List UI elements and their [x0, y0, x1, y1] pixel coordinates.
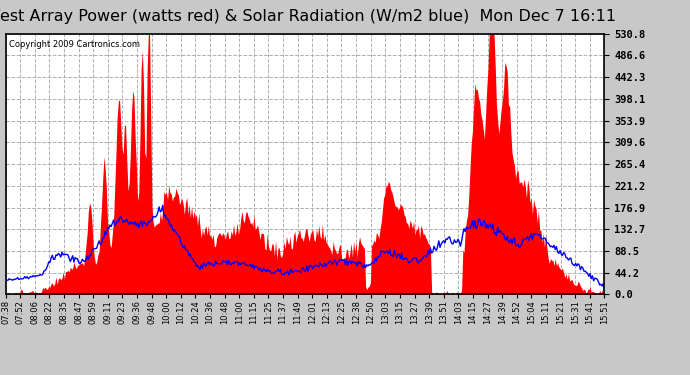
Text: Copyright 2009 Cartronics.com: Copyright 2009 Cartronics.com — [8, 40, 139, 49]
Text: West Array Power (watts red) & Solar Radiation (W/m2 blue)  Mon Dec 7 16:11: West Array Power (watts red) & Solar Rad… — [0, 9, 615, 24]
